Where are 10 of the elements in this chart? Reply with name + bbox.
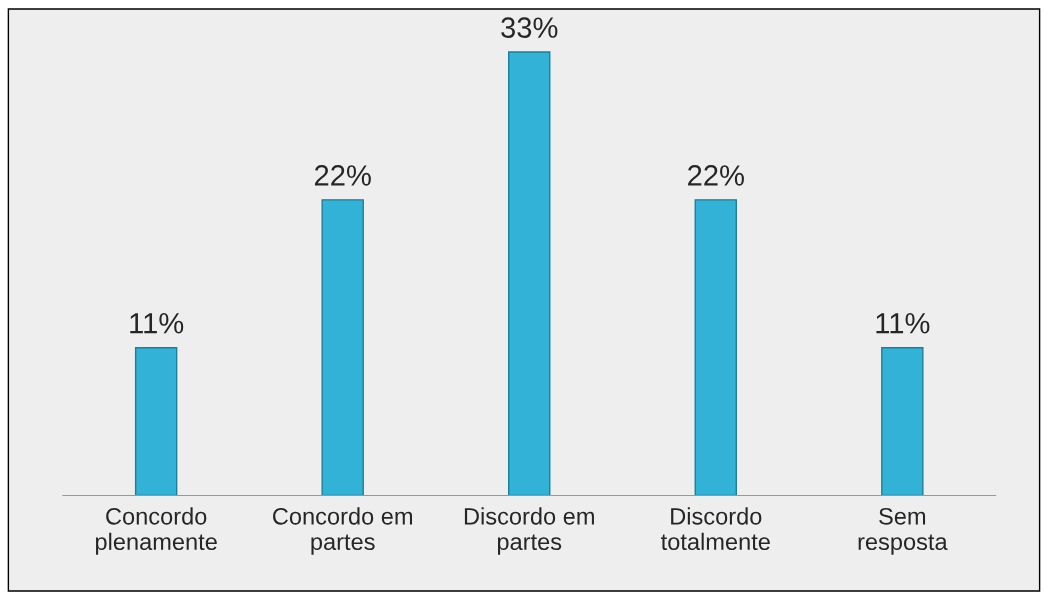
- x-tick-label: Concordo em partes: [273, 507, 413, 555]
- data-label: 33%: [501, 17, 558, 38]
- x-tick-label: Sem resposta: [858, 507, 948, 555]
- data-label: 22%: [688, 165, 744, 186]
- x-tick-label: Discordo em partes: [464, 507, 594, 555]
- data-label: 22%: [314, 165, 371, 186]
- data-label: 11%: [876, 313, 930, 334]
- x-tick-label: Discordo totalmente: [661, 507, 770, 551]
- data-label: 11%: [130, 313, 184, 334]
- x-tick-label: Concordo plenamente: [95, 507, 217, 555]
